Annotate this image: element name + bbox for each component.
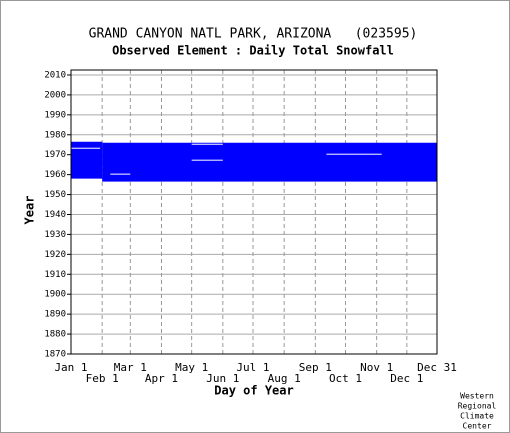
x-tick-label: Nov 1 <box>360 361 393 374</box>
data-block <box>102 142 438 182</box>
y-tick-label: 1920 <box>44 250 66 260</box>
footer-text: Center <box>463 422 492 431</box>
chart-subtitle: Observed Element : Daily Total Snowfall <box>112 44 394 58</box>
y-tick-label: 1990 <box>44 110 66 120</box>
footer-text: Western <box>460 392 494 401</box>
x-tick-label: Jun 1 <box>206 372 239 385</box>
data-gap <box>326 153 382 155</box>
footer-text: Regional <box>458 402 497 411</box>
y-tick-label: 1980 <box>44 130 66 140</box>
plot-border <box>70 69 438 355</box>
data-block <box>71 141 103 179</box>
x-axis-label: Day of Year <box>214 384 293 398</box>
x-tick-label: Mar 1 <box>114 361 147 374</box>
y-axis-label: Year <box>23 196 37 225</box>
y-tick-label: 1960 <box>44 170 66 180</box>
x-tick-label: Jul 1 <box>236 361 269 374</box>
x-tick-label: Sep 1 <box>299 361 332 374</box>
x-tick-label: Oct 1 <box>329 372 362 385</box>
y-tick-label: 1930 <box>44 230 66 240</box>
data-gap <box>110 173 131 175</box>
x-tick-label: Jan 1 <box>54 361 87 374</box>
y-tick-label: 1890 <box>44 310 66 320</box>
x-tick-label: Aug 1 <box>268 372 301 385</box>
y-tick-label: 1900 <box>44 290 66 300</box>
y-tick-label: 1970 <box>44 150 66 160</box>
data-gap <box>191 143 223 145</box>
x-tick-label: Feb 1 <box>86 372 119 385</box>
y-tick-label: 1870 <box>44 350 66 360</box>
chart-title: GRAND CANYON NATL PARK, ARIZONA (023595) <box>89 27 418 42</box>
y-tick-label: 1940 <box>44 210 66 220</box>
y-tick-label: 1910 <box>44 270 66 280</box>
y-tick-label: 1880 <box>44 330 66 340</box>
x-tick-label: Dec 31 <box>417 361 457 374</box>
footer-text: Climate <box>460 412 494 421</box>
x-tick-label: Dec 1 <box>390 372 423 385</box>
y-tick-label: 1950 <box>44 190 66 200</box>
data-gap <box>191 159 223 161</box>
y-tick-label: 2000 <box>44 90 66 100</box>
y-tick-label: 2010 <box>44 70 66 80</box>
x-tick-label: May 1 <box>175 361 208 374</box>
data-gap <box>71 147 101 149</box>
x-tick-label: Apr 1 <box>145 372 178 385</box>
